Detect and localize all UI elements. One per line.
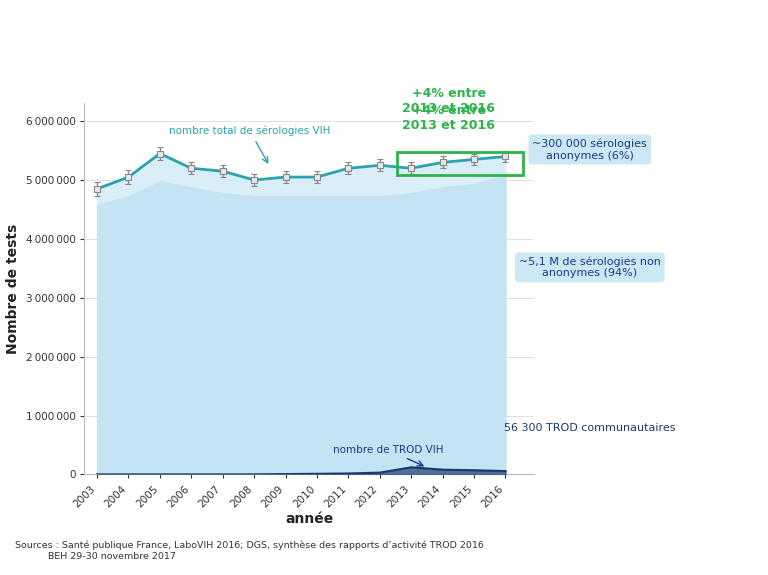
Text: ~5,1 M de sérologies non
anonymes (94%): ~5,1 M de sérologies non anonymes (94%): [519, 256, 660, 278]
Text: nombre total de sérologies VIH: nombre total de sérologies VIH: [169, 126, 331, 163]
Text: +4% entre
2013 et 2016: +4% entre 2013 et 2016: [402, 104, 495, 132]
X-axis label: année: année: [285, 512, 333, 526]
Text: +4% entre
2013 et 2016: +4% entre 2013 et 2016: [402, 87, 495, 115]
Y-axis label: Nombre de tests: Nombre de tests: [6, 224, 20, 354]
Text: 5,4 MILLIONS DE SÉROLOGIES VIH RÉALISÉES EN 2016: 5,4 MILLIONS DE SÉROLOGIES VIH RÉALISÉES…: [19, 28, 591, 48]
Text: Santé
publique
France: Santé publique France: [690, 22, 730, 54]
Text: nombre de TROD VIH: nombre de TROD VIH: [333, 444, 443, 466]
Text: 56 300 TROD communautaires: 56 300 TROD communautaires: [504, 423, 676, 434]
Text: ~300 000 sérologies
anonymes (6%): ~300 000 sérologies anonymes (6%): [532, 139, 647, 160]
Text: Sources : Santé publique France, LaboVIH 2016; DGS, synthèse des rapports d’acti: Sources : Santé publique France, LaboVIH…: [15, 540, 485, 561]
